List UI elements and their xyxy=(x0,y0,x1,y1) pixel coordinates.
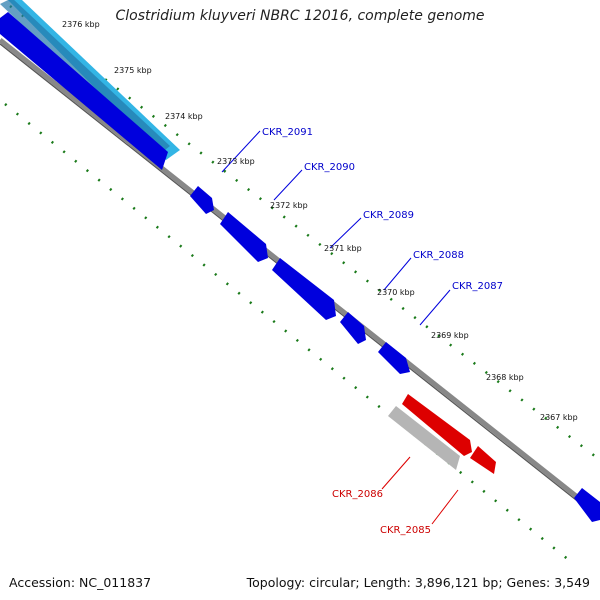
gene-label-ckr-2086[interactable]: CKR_2086 xyxy=(332,489,383,500)
gene-ckr-2091-feature[interactable] xyxy=(0,12,168,170)
label-line-ckr-2091 xyxy=(221,130,261,173)
gene-ckr-2088-feature[interactable] xyxy=(272,258,336,320)
label-line-ckr-2086 xyxy=(381,456,411,490)
gene-label-ckr-2091[interactable]: CKR_2091 xyxy=(262,127,313,138)
scale-label: 2367 kbp xyxy=(540,413,578,422)
inner-tick-ring xyxy=(4,103,576,566)
highlight-band-edge xyxy=(0,0,170,154)
scale-label: 2373 kbp xyxy=(217,157,255,166)
gene-ckr-2086-feature[interactable] xyxy=(388,406,460,470)
gene-ckr-2087-feature[interactable] xyxy=(340,312,366,344)
gene-ckr-2085-feature[interactable] xyxy=(402,394,472,456)
scale-label: 2375 kbp xyxy=(114,66,152,75)
accession-text: Accession: NC_011837 xyxy=(9,575,152,590)
gene-ckr-2090-feature[interactable] xyxy=(190,186,214,214)
gene-ckr-2085b-feature[interactable] xyxy=(470,446,496,474)
label-line-ckr-2090 xyxy=(273,169,303,201)
gene-label-ckr-2087[interactable]: CKR_2087 xyxy=(452,281,503,292)
scale-label: 2374 kbp xyxy=(165,112,203,121)
scale-label: 2368 kbp xyxy=(486,373,524,382)
label-line-ckr-2085 xyxy=(431,489,459,525)
gene-label-ckr-2088[interactable]: CKR_2088 xyxy=(413,250,464,261)
label-line-ckr-2088 xyxy=(383,257,412,291)
gene-ckr-2087b-feature[interactable] xyxy=(378,342,410,374)
label-line-ckr-2089 xyxy=(329,217,362,249)
label-line-ckr-2087 xyxy=(419,289,451,326)
genome-summary-text: Topology: circular; Length: 3,896,121 bp… xyxy=(246,575,590,590)
gene-ckr-2089-feature[interactable] xyxy=(220,212,268,262)
scale-label: 2376 kbp xyxy=(62,20,100,29)
scale-label: 2369 kbp xyxy=(431,331,469,340)
scale-label: 2370 kbp xyxy=(377,288,415,297)
scale-label: 2372 kbp xyxy=(270,201,308,210)
map-title: Clostridium kluyveri NBRC 12016, complet… xyxy=(115,8,485,24)
gene-label-ckr-2089[interactable]: CKR_2089 xyxy=(363,210,414,221)
gene-label-ckr-2090[interactable]: CKR_2090 xyxy=(304,162,355,173)
scale-label: 2371 kbp xyxy=(324,244,362,253)
gene-label-ckr-2085[interactable]: CKR_2085 xyxy=(380,525,431,536)
gene-offscreen-feature[interactable] xyxy=(574,488,600,522)
